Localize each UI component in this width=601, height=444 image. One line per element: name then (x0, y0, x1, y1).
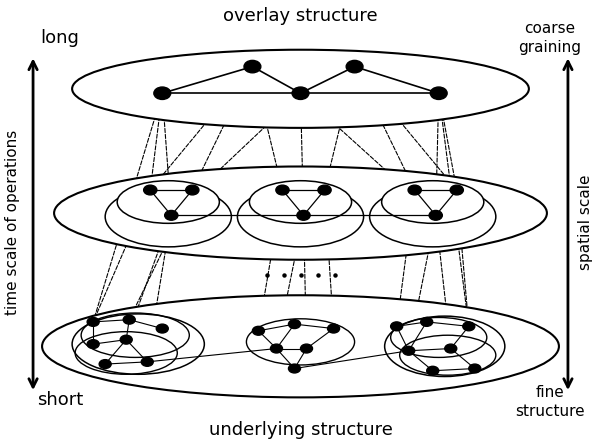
Ellipse shape (382, 181, 484, 223)
Text: overlay structure: overlay structure (223, 7, 378, 25)
Circle shape (270, 344, 282, 353)
Circle shape (391, 322, 403, 331)
Circle shape (288, 364, 300, 373)
Circle shape (408, 185, 421, 195)
Text: coarse
graining: coarse graining (519, 21, 581, 55)
Circle shape (403, 346, 415, 355)
Circle shape (328, 324, 340, 333)
Circle shape (123, 315, 135, 324)
Circle shape (186, 185, 199, 195)
Circle shape (445, 344, 457, 353)
Circle shape (469, 364, 481, 373)
Circle shape (276, 185, 289, 195)
Text: time scale of operations: time scale of operations (5, 129, 19, 315)
Circle shape (463, 322, 475, 331)
Circle shape (346, 60, 363, 73)
Circle shape (450, 185, 463, 195)
Circle shape (144, 185, 157, 195)
Text: short: short (37, 391, 83, 408)
Circle shape (87, 317, 99, 326)
Circle shape (300, 344, 313, 353)
Circle shape (252, 326, 264, 335)
Circle shape (154, 87, 171, 99)
Ellipse shape (117, 181, 219, 223)
Ellipse shape (249, 181, 352, 223)
Circle shape (87, 340, 99, 349)
Circle shape (141, 357, 153, 366)
Text: long: long (41, 29, 79, 47)
Ellipse shape (42, 295, 559, 397)
Circle shape (165, 210, 178, 220)
Ellipse shape (72, 50, 529, 128)
Circle shape (99, 360, 111, 369)
Ellipse shape (54, 166, 547, 260)
Circle shape (318, 185, 331, 195)
Text: fine
structure: fine structure (515, 385, 585, 419)
Circle shape (430, 87, 447, 99)
Circle shape (120, 335, 132, 344)
Circle shape (244, 60, 261, 73)
Circle shape (297, 210, 310, 220)
Text: underlying structure: underlying structure (209, 420, 392, 439)
Circle shape (288, 320, 300, 329)
Circle shape (429, 210, 442, 220)
Circle shape (427, 366, 439, 375)
Circle shape (421, 317, 433, 326)
Circle shape (156, 324, 168, 333)
Circle shape (292, 87, 309, 99)
Text: spatial scale: spatial scale (579, 174, 593, 270)
